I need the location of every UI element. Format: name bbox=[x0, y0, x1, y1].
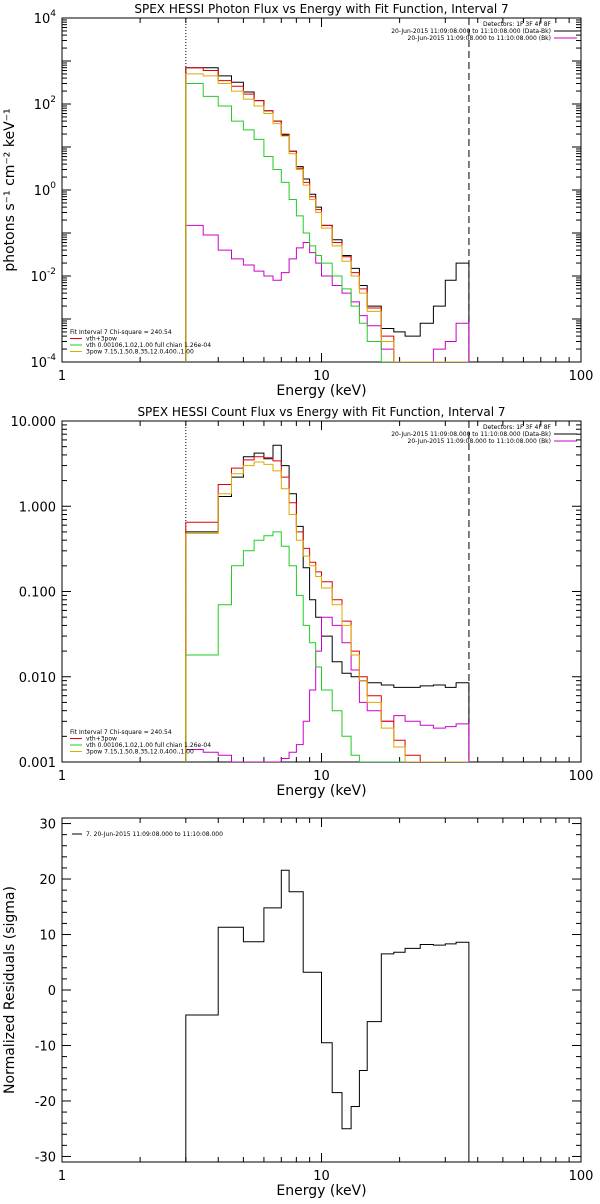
legend-top-entry: Detectors: 1F 3F 4F 8F bbox=[483, 424, 552, 431]
fit-legend-entry: vth 0.00106,1.02,1.00 full chian 1.26e-0… bbox=[86, 342, 211, 349]
legend-top-entry: 20-Jun-2015 11:09:08.000 to 11:10:08.000… bbox=[391, 28, 551, 35]
y-tick-label: 10.000 bbox=[11, 415, 57, 430]
fit-legend-entry: vth+3pow bbox=[86, 336, 117, 343]
y-tick-label: 10-4 bbox=[30, 353, 56, 371]
x-tick-label: 1 bbox=[58, 769, 66, 784]
x-tick-label: 10 bbox=[313, 369, 330, 384]
x-tick-label: 100 bbox=[569, 1169, 594, 1184]
y-axis-label: Normalized Residuals (sigma) bbox=[2, 886, 18, 1094]
y-tick-label: 104 bbox=[34, 9, 57, 27]
series-line-3 bbox=[185, 67, 469, 362]
y-tick-label: 10-2 bbox=[30, 267, 56, 285]
y-tick-label: 0.100 bbox=[19, 586, 56, 601]
y-tick-exponent: 4 bbox=[50, 9, 56, 19]
series-line-5 bbox=[185, 73, 469, 362]
plot-frame bbox=[61, 17, 582, 363]
y-tick-label: 10 bbox=[39, 929, 56, 944]
y-tick-label: 30 bbox=[39, 818, 56, 833]
fit-legend-entry: 3pow 7.15,1.50,8.35,12.0,400.,1.00 bbox=[86, 349, 194, 356]
y-tick-label: 102 bbox=[34, 95, 56, 113]
y-tick-exponent: 0 bbox=[50, 181, 56, 191]
x-tick-label: 100 bbox=[569, 769, 594, 784]
x-axis-label: Energy (keV) bbox=[276, 783, 366, 799]
x-axis-label: Energy (keV) bbox=[276, 1183, 366, 1199]
x-tick-label: 1 bbox=[58, 1169, 66, 1184]
series-line-2 bbox=[185, 616, 470, 762]
x-axis-label: Energy (keV) bbox=[276, 383, 366, 399]
y-tick-base: 10 bbox=[30, 356, 47, 371]
y-tick-base: 10 bbox=[34, 12, 51, 27]
chart-panel-2: 1 10 100 10.000 1.000 0.100 0.010 0.001 SPEX HES… bbox=[11, 405, 594, 799]
x-tick-label: 1 bbox=[58, 369, 66, 384]
x-tick-label: 100 bbox=[569, 369, 594, 384]
fit-legend-entry: vth+3pow bbox=[86, 736, 117, 743]
legend-top-entry: 20-Jun-2015 11:09:08.000 to 11:10:08.000… bbox=[408, 438, 551, 445]
y-tick-exponent: 2 bbox=[50, 95, 56, 105]
fit-legend-entry: Fit Interval 7 Chi-square = 240.54 bbox=[70, 329, 172, 336]
y-tick-label: 0.010 bbox=[19, 671, 56, 686]
legend-top-entry: 7. 20-Jun-2015 11:09:08.000 to 11:10:08.… bbox=[86, 831, 223, 838]
y-tick-label: -30 bbox=[35, 1150, 56, 1165]
series-line-4 bbox=[185, 531, 469, 762]
series-line-5 bbox=[185, 461, 469, 762]
y-tick-label: 0 bbox=[48, 984, 56, 999]
fit-legend-entry: Fit Interval 7 Chi-square = 240.54 bbox=[70, 729, 172, 736]
legend-top-entry: Detectors: 1F 3F 4F 8F bbox=[483, 21, 552, 28]
y-tick-label: -10 bbox=[35, 1039, 56, 1054]
series-line-1 bbox=[185, 67, 470, 362]
y-tick-label: 20 bbox=[39, 873, 56, 888]
plot-frame bbox=[61, 420, 582, 763]
x-tick-label: 10 bbox=[313, 769, 330, 784]
y-tick-label: 0.001 bbox=[19, 756, 56, 771]
y-tick-label: -20 bbox=[35, 1095, 56, 1110]
y-tick-exponent: -4 bbox=[47, 353, 56, 363]
y-tick-exponent: -2 bbox=[47, 267, 56, 277]
series-line-4 bbox=[185, 83, 469, 362]
chart-title: SPEX HESSI Count Flux vs Energy with Fit… bbox=[137, 405, 505, 419]
y-tick-base: 10 bbox=[30, 270, 47, 285]
series-line-1 bbox=[185, 444, 470, 762]
x-tick-label: 10 bbox=[313, 1169, 330, 1184]
fit-legend-entry: vth 0.00106,1.02,1.00 full chian 1.26e-0… bbox=[86, 742, 211, 749]
legend-top-entry: 20-Jun-2015 11:09:08.000 to 11:10:08.000… bbox=[408, 35, 551, 42]
y-tick-base: 10 bbox=[34, 98, 51, 113]
legend-top-entry: 20-Jun-2015 11:09:08.000 to 11:10:08.000… bbox=[391, 431, 551, 438]
series-line-3 bbox=[185, 456, 469, 762]
fit-legend-entry: 3pow 7.15,1.50,8.35,12.0,400.,1.00 bbox=[86, 749, 194, 756]
y-axis-label: photons s⁻¹ cm⁻² keV⁻¹ bbox=[2, 108, 18, 271]
chart-title: SPEX HESSI Photon Flux vs Energy with Fi… bbox=[134, 2, 508, 16]
series-line-1 bbox=[185, 869, 470, 1162]
series-line-2 bbox=[185, 224, 470, 362]
y-tick-label: 100 bbox=[34, 181, 57, 199]
y-tick-label: 1.000 bbox=[19, 500, 56, 515]
y-tick-base: 10 bbox=[34, 184, 51, 199]
